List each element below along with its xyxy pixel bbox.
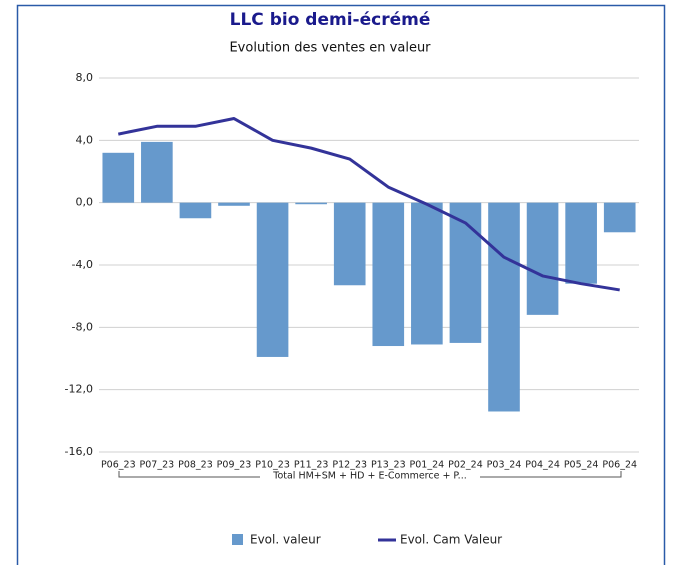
x-tick-label: P13_23: [371, 460, 406, 471]
x-tick-label: P06_24: [602, 460, 637, 471]
bar: [179, 202, 212, 219]
bar: [449, 202, 482, 343]
chart-subtitle: Evolution des ventes en valeur: [229, 41, 431, 56]
y-tick-label: -8,0: [72, 320, 93, 333]
bar: [565, 202, 597, 284]
legend-label: Evol. valeur: [250, 533, 321, 547]
frame: [16, 4, 666, 565]
y-tick-label: 4,0: [76, 133, 94, 146]
x-tick-label: P10_23: [255, 460, 290, 471]
bar: [526, 202, 559, 315]
legend-label: Evol. Cam Valeur: [400, 533, 502, 547]
chart-title: LLC bio demi-écrémé: [230, 10, 431, 30]
bar: [372, 202, 405, 347]
y-tick-label: -4,0: [72, 258, 93, 271]
y-tick-label: -16,0: [65, 445, 93, 458]
bar: [256, 202, 289, 357]
x-tick-label: P02_24: [448, 460, 483, 471]
line: [117, 117, 620, 292]
x-tick-label: P03_24: [487, 460, 522, 471]
group-label: Total HM+SM + HD + E-Commerce + P...: [272, 471, 467, 482]
x-tick-label: P07_23: [140, 460, 175, 471]
bar: [488, 202, 520, 412]
x-tick-label: P06_23: [101, 460, 136, 471]
y-tick-label: -12,0: [65, 383, 93, 396]
x-tick-label: P09_23: [217, 460, 252, 471]
y-tick-label: 0,0: [76, 196, 94, 209]
x-tick-label: P04_24: [525, 460, 560, 471]
bar: [218, 202, 250, 206]
bar: [102, 152, 135, 203]
x-tick-label: P11_23: [294, 460, 329, 471]
legend-swatch: [232, 534, 243, 545]
bar: [141, 141, 173, 203]
group-label-bg: [260, 471, 480, 483]
bar: [333, 202, 366, 286]
y-tick-label: 8,0: [76, 71, 94, 84]
x-tick-label: P08_23: [178, 460, 213, 471]
bar: [411, 202, 443, 345]
x-tick-label: P01_24: [410, 460, 445, 471]
x-tick-label: P05_24: [564, 460, 599, 471]
x-tick-label: P12_23: [332, 460, 367, 471]
bar: [295, 202, 327, 205]
bar: [603, 202, 636, 233]
